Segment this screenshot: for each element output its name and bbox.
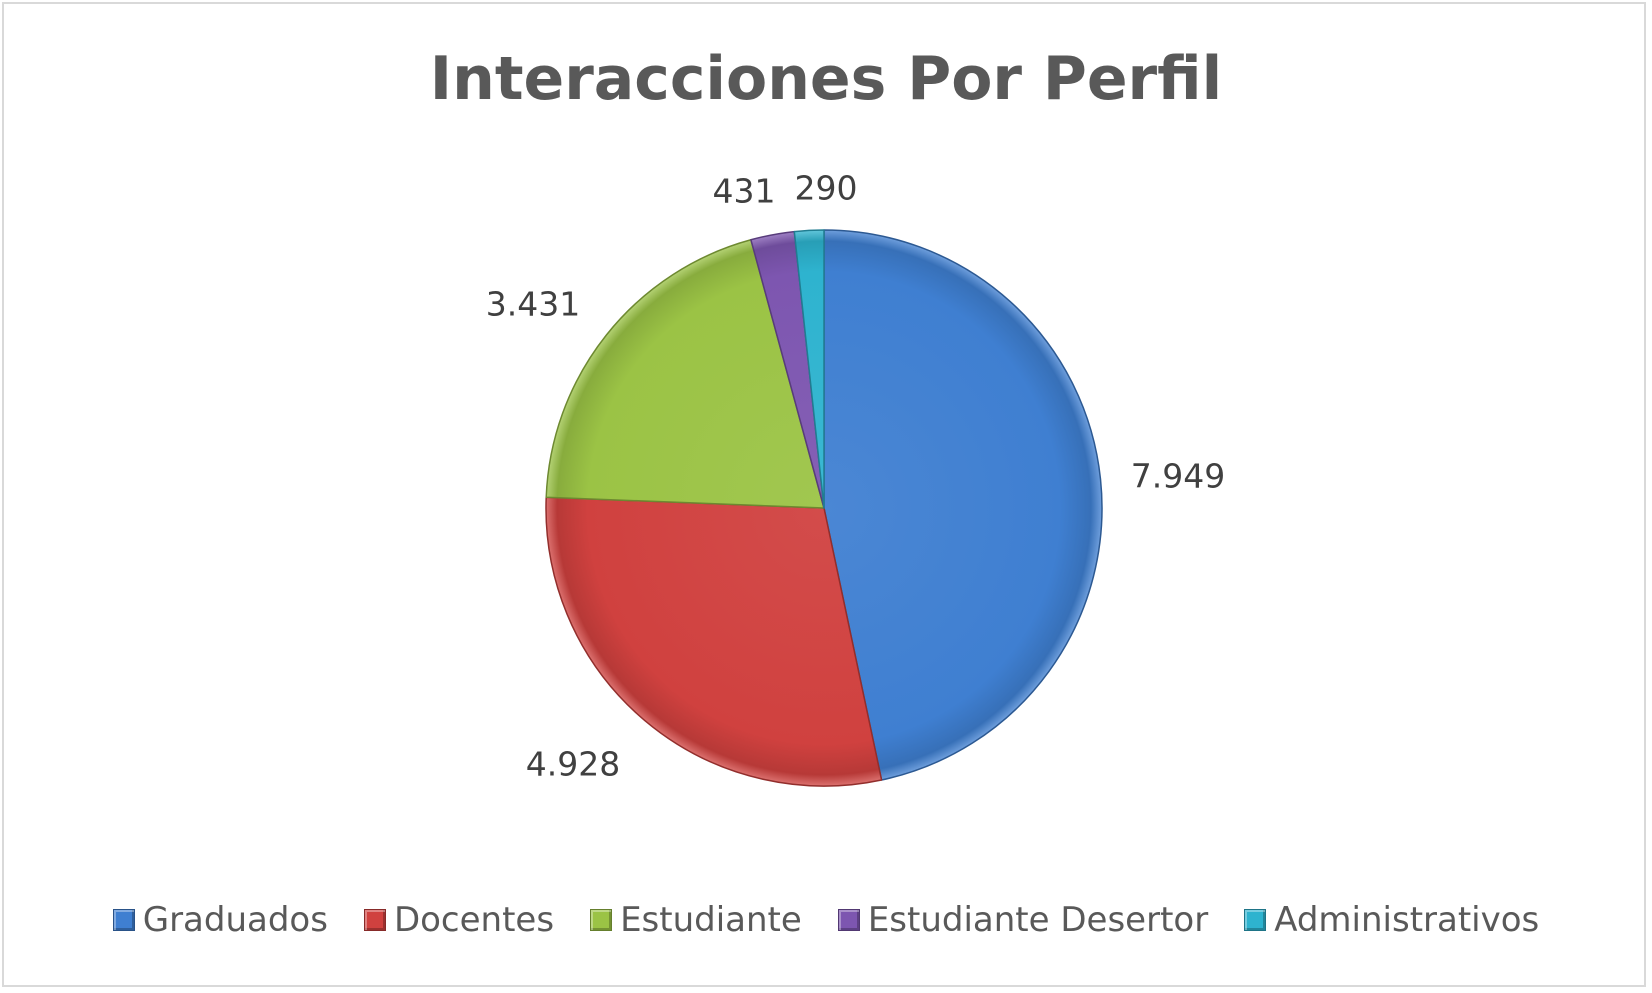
- pie-data-labels: 7.949 4.928 3.431 431 290: [486, 169, 1225, 784]
- legend-label-graduados: Graduados: [142, 900, 328, 940]
- legend-label-docentes: Docentes: [393, 900, 555, 940]
- data-label-estudiante-desertor: 431: [713, 172, 776, 211]
- legend-label-estudiante-desertor: Estudiante Desertor: [867, 900, 1209, 940]
- chart-legend: Graduados Docentes Estudiante Estudiante De…: [0, 900, 1652, 940]
- data-label-graduados: 7.949: [1131, 457, 1225, 496]
- legend-entry-estudiante: Estudiante: [590, 900, 802, 940]
- legend-entry-administrativos: Administrativos: [1244, 900, 1539, 940]
- legend-swatch-administrativos: [1244, 909, 1267, 931]
- pie-slice-administrativos: [793, 229, 825, 509]
- legend-swatch-estudiante: [590, 909, 613, 931]
- pie-slice-graduados: [823, 229, 1103, 781]
- data-label-estudiante: 3.431: [486, 285, 580, 324]
- legend-entry-docentes: Docentes: [363, 900, 555, 940]
- legend-swatch-estudiante-desertor: [837, 909, 860, 931]
- chart-title: Interacciones Por Perfil: [429, 44, 1223, 114]
- legend-swatch-graduados: [112, 909, 135, 931]
- legend-entry-estudiante-desertor: Estudiante Desertor: [837, 900, 1209, 940]
- data-label-administrativos: 290: [795, 169, 858, 208]
- data-label-docentes: 4.928: [526, 745, 620, 784]
- pie-slice-estudiante: [545, 239, 825, 509]
- pie-slices: [545, 229, 1103, 787]
- legend-entry-graduados: Graduados: [112, 900, 328, 940]
- legend-label-estudiante: Estudiante: [620, 900, 802, 940]
- legend-label-administrativos: Administrativos: [1274, 900, 1540, 940]
- pie-slice-docentes: [545, 496, 883, 787]
- legend-swatch-docentes: [363, 909, 386, 931]
